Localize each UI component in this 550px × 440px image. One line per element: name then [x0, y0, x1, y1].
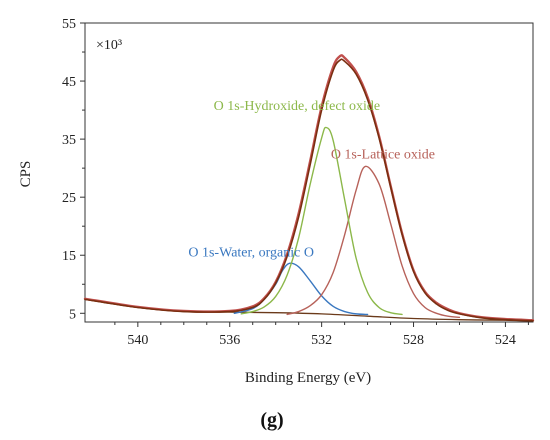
series-layer — [83, 54, 535, 322]
series-line-lattice — [286, 165, 461, 319]
x-tick-label: 540 — [127, 333, 148, 348]
y-axis-title: CPS — [18, 161, 34, 188]
y-tick-label: 35 — [62, 133, 76, 148]
annotation-water: O 1s-Water, organic O — [188, 245, 314, 260]
series-line-envelope — [84, 58, 534, 322]
y-tick-label: 15 — [62, 249, 76, 264]
x-axis-ticks: 540 536 532 528 524 — [114, 322, 529, 348]
series-line-measured — [83, 54, 535, 322]
y-multiplier-label: ×10³ — [96, 38, 122, 53]
plot-frame — [84, 22, 534, 323]
annotation-lattice: O 1s-Lattice oxide — [331, 147, 435, 162]
y-tick-label: 5 — [69, 307, 76, 322]
x-tick-label: 532 — [311, 333, 332, 348]
annotation-layer: O 1s-Hydroxide, defect oxide O 1s-Lattice… — [188, 99, 435, 260]
x-tick-label: 524 — [495, 333, 516, 348]
x-tick-label: 528 — [403, 333, 424, 348]
y-axis-ticks: 5 15 25 35 45 55 — [62, 17, 85, 322]
y-tick-label: 25 — [62, 191, 76, 206]
y-tick-label: 45 — [62, 75, 76, 90]
x-axis-title: Binding Energy (eV) — [245, 370, 371, 386]
series-line-hydroxide — [240, 126, 403, 316]
x-tick-label: 536 — [219, 333, 240, 348]
plot-border — [84, 22, 534, 323]
annotation-hydroxide: O 1s-Hydroxide, defect oxide — [214, 99, 380, 114]
panel-label: (g) — [260, 409, 283, 431]
y-tick-label: 55 — [62, 17, 76, 32]
